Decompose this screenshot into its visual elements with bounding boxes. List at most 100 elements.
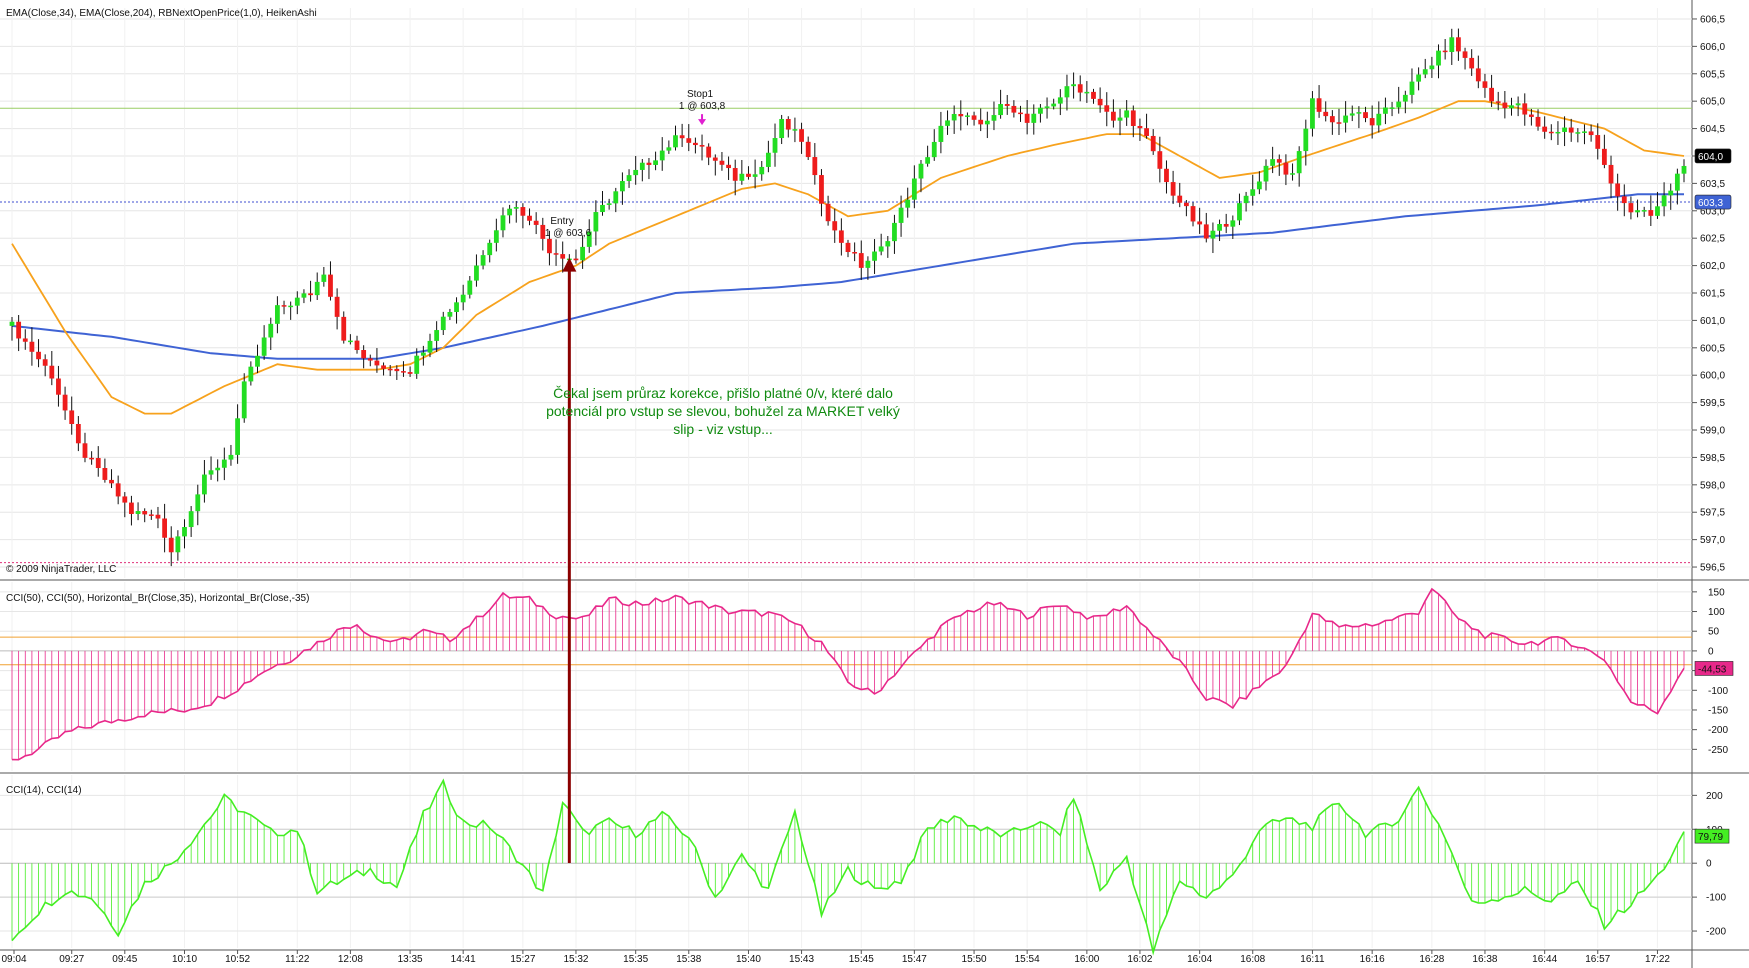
candle-body — [1124, 110, 1129, 117]
candle-body — [1496, 101, 1501, 103]
candle-body — [514, 207, 519, 209]
candle-body — [527, 216, 532, 221]
candle-body — [408, 372, 413, 374]
candle-body — [839, 230, 844, 242]
candle-body — [1589, 131, 1594, 135]
candle-body — [1204, 224, 1209, 238]
time-tick-label: 11:22 — [285, 954, 310, 965]
candle-body — [321, 275, 326, 282]
price-tick-label: 598,0 — [1700, 480, 1725, 491]
candle-body — [1436, 51, 1441, 66]
candle-body — [175, 536, 180, 552]
candle-body — [229, 455, 234, 460]
price-tick-label: 604,5 — [1700, 124, 1725, 135]
candle-body — [952, 114, 957, 120]
candle-body — [1595, 135, 1600, 149]
candle-body — [434, 330, 439, 341]
candle-body — [1290, 173, 1295, 175]
candle-body — [10, 322, 15, 326]
copyright-text: © 2009 NinjaTrader, LLC — [6, 564, 116, 575]
candle-body — [30, 342, 35, 352]
price-tick-label: 597,5 — [1700, 508, 1725, 519]
price-legend: EMA(Close,34), EMA(Close,204), RBNextOpe… — [6, 8, 317, 19]
time-tick-label: 10:52 — [225, 954, 250, 965]
candle-body — [1396, 102, 1401, 108]
candle-body — [315, 282, 320, 295]
candle-body — [1330, 116, 1335, 122]
candle-body — [474, 266, 479, 281]
candle-body — [965, 115, 970, 117]
candle-body — [76, 424, 81, 443]
candle-body — [1629, 203, 1634, 212]
annotation-line-2: potenciál pro vstup se slevou, bohužel z… — [546, 403, 900, 419]
candle-body — [985, 121, 990, 125]
candle-body — [693, 143, 698, 145]
time-tick-label: 09:45 — [112, 954, 137, 965]
candle-body — [852, 252, 857, 254]
candle-body — [686, 138, 691, 143]
time-tick-label: 15:47 — [902, 954, 927, 965]
candle-body — [1423, 69, 1428, 74]
candle-body — [1224, 224, 1229, 227]
candle-body — [1549, 132, 1554, 134]
candle-body — [978, 120, 983, 125]
candle-body — [720, 161, 725, 165]
candle-body — [1211, 231, 1216, 239]
candle-body — [739, 174, 744, 181]
candle-body — [866, 261, 871, 268]
time-tick-label: 16:00 — [1074, 954, 1099, 965]
candle-body — [235, 418, 240, 455]
candle-body — [401, 371, 406, 373]
candle-body — [759, 167, 764, 174]
cci50-tick-label: 150 — [1708, 587, 1725, 598]
candle-body — [69, 410, 74, 424]
cci14-tick-label: 200 — [1706, 791, 1723, 802]
candle-body — [1111, 112, 1116, 121]
price-tick-label: 598,5 — [1700, 453, 1725, 464]
candle-body — [421, 353, 426, 356]
time-tick-label: 15:50 — [962, 954, 987, 965]
candle-body — [1084, 92, 1089, 94]
price-tick-label: 599,5 — [1700, 398, 1725, 409]
candle-body — [1157, 151, 1162, 169]
candle-body — [428, 341, 433, 353]
candle-body — [1197, 221, 1202, 224]
candle-body — [992, 115, 997, 121]
candle-body — [1562, 128, 1567, 132]
candle-body — [1118, 118, 1123, 121]
candle-body — [1058, 97, 1063, 103]
candle-body — [925, 157, 930, 164]
candle-body — [1403, 95, 1408, 102]
candle-body — [1038, 108, 1043, 114]
candle-body — [288, 306, 293, 308]
candle-body — [1390, 107, 1395, 109]
time-tick-label: 16:04 — [1187, 954, 1212, 965]
candle-body — [938, 126, 943, 142]
time-tick-label: 17:22 — [1645, 954, 1670, 965]
candle-body — [1184, 203, 1189, 206]
time-tick-label: 10:10 — [172, 954, 197, 965]
candle-body — [640, 163, 645, 170]
candle-body — [182, 527, 187, 536]
candle-body — [501, 215, 506, 230]
candle-body — [1489, 88, 1494, 102]
candle-body — [1098, 99, 1103, 105]
price-tick-label: 600,0 — [1700, 371, 1725, 382]
price-tick-label: 596,5 — [1700, 563, 1725, 574]
time-tick-label: 15:32 — [563, 954, 588, 965]
candle-body — [388, 369, 393, 371]
candle-body — [63, 395, 68, 411]
candle-body — [706, 147, 711, 158]
candle-body — [607, 203, 612, 205]
time-tick-label: 15:43 — [789, 954, 814, 965]
candle-body — [222, 460, 227, 468]
candle-body — [1164, 169, 1169, 182]
candle-body — [16, 322, 21, 339]
candle-body — [1310, 98, 1315, 128]
candle-body — [375, 361, 380, 366]
time-tick-label: 09:04 — [1, 954, 26, 965]
open-price-label: 603,3 — [1698, 198, 1723, 209]
time-tick-label: 13:35 — [398, 954, 423, 965]
candle-body — [919, 164, 924, 179]
candle-body — [958, 114, 963, 116]
